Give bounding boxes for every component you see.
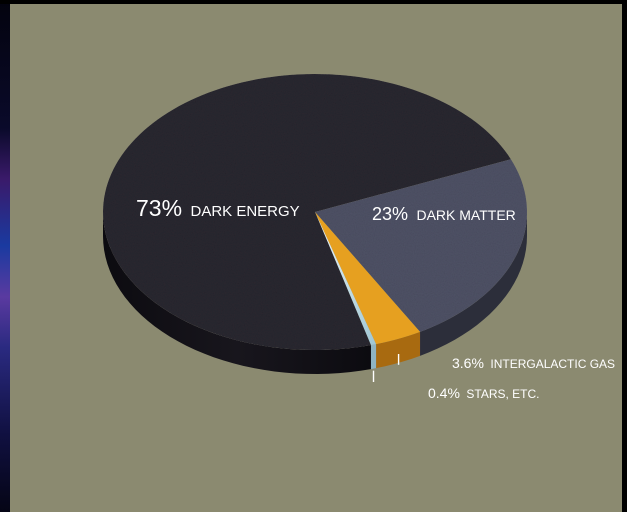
slice-label-stars: 0.4% STARS, ETC. (428, 385, 540, 402)
slice-pct-dark-matter: 23% (372, 204, 408, 224)
slice-name-intergalactic-gas: INTERGALACTIC GAS (490, 357, 615, 371)
pie-side-stars (370, 344, 377, 370)
slice-label-dark-energy: 73% DARK ENERGY (136, 195, 300, 221)
pie-side-intergalactic-gas (376, 331, 421, 369)
slice-label-intergalactic-gas: 3.6% INTERGALACTIC GAS (452, 355, 615, 372)
top-border (0, 0, 627, 4)
pie-side-dark-matter (420, 212, 527, 356)
pie-slice-dark-matter (315, 159, 527, 332)
slice-label-dark-matter: 23% DARK MATTER (372, 204, 516, 224)
slice-pct-dark-energy: 73% (136, 195, 182, 221)
pie-slice-stars (315, 212, 377, 346)
slice-pct-stars: 0.4% (428, 385, 460, 401)
pie-slice-dark-energy (103, 74, 511, 350)
pie-side-wall (103, 212, 527, 374)
pie-top-face (103, 74, 527, 350)
slice-name-dark-energy: DARK ENERGY (191, 203, 300, 220)
background-space-strip (0, 0, 10, 512)
slice-pct-intergalactic-gas: 3.6% (452, 355, 484, 371)
right-border (622, 0, 627, 512)
pie-slice-intergalactic-gas (315, 212, 421, 345)
pie-side-dark-energy (103, 212, 371, 374)
slice-name-dark-matter: DARK MATTER (416, 207, 515, 223)
slice-name-stars: STARS, ETC. (466, 387, 539, 401)
leader-lines (372, 354, 400, 382)
